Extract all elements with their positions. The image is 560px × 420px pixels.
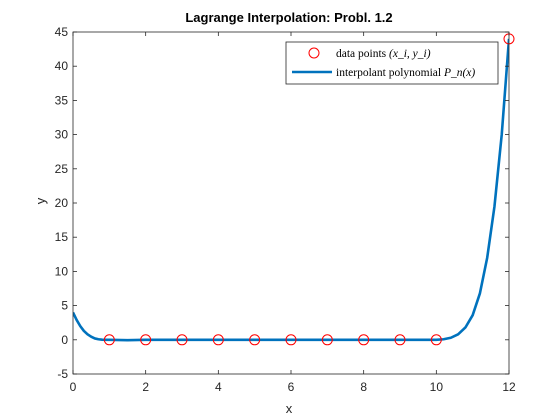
x-tick-label: 4: [215, 380, 222, 394]
y-tick-label: 35: [55, 93, 69, 107]
x-tick-label: 10: [430, 380, 444, 394]
chart-title: Lagrange Interpolation: Probl. 1.2: [185, 10, 392, 25]
legend-data-points-math: (x_i, y_i): [389, 48, 431, 60]
legend: data points (x_i, y_i) interpolant polyn…: [286, 42, 498, 84]
y-tick-label: 40: [55, 59, 69, 73]
y-tick-label: 15: [55, 230, 69, 244]
y-tick-label: 45: [55, 25, 69, 39]
x-tick-label: 2: [142, 380, 149, 394]
x-tick-label: 6: [288, 380, 295, 394]
x-tick-label: 8: [360, 380, 367, 394]
x-axis-label: x: [286, 401, 293, 416]
legend-data-points-label: data points: [336, 48, 389, 60]
y-tick-label: 0: [61, 333, 68, 347]
legend-interpolant-label: interpolant polynomial: [336, 67, 444, 79]
legend-entry-interpolant: interpolant polynomial P_n(x): [336, 67, 475, 79]
y-axis-label: y: [33, 197, 48, 204]
legend-interpolant-math: P_n(x): [443, 67, 475, 79]
y-tick-label: 5: [61, 299, 68, 313]
y-tick-label: 30: [55, 128, 69, 142]
y-tick-label: 10: [55, 264, 69, 278]
x-tick-label: 0: [70, 380, 77, 394]
y-tick-label: -5: [57, 367, 68, 381]
y-tick-label: 25: [55, 162, 69, 176]
x-tick-label: 12: [502, 380, 516, 394]
legend-entry-data-points: data points (x_i, y_i): [336, 48, 431, 60]
y-tick-label: 20: [55, 196, 69, 210]
